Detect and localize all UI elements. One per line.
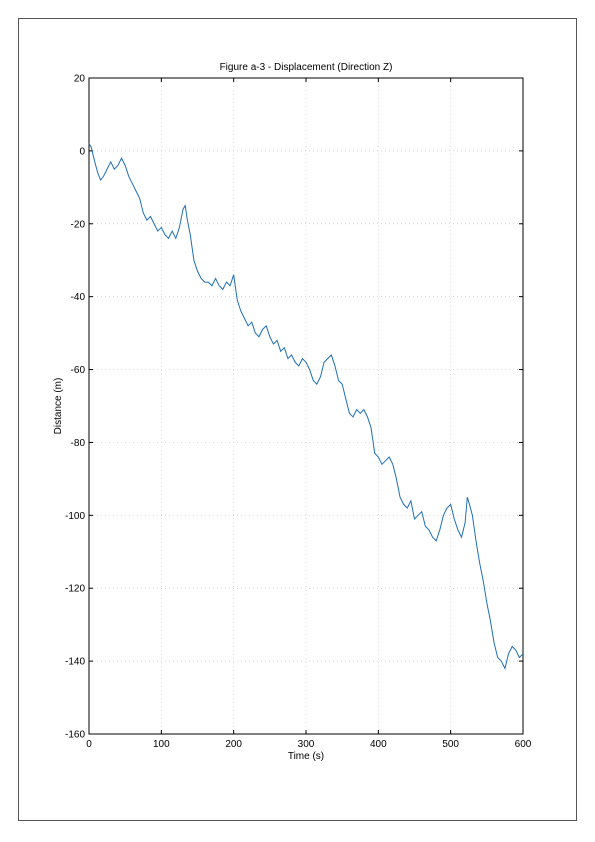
axis-ticks [88,77,524,735]
page-frame [18,18,577,821]
y-tick-label: -80 [71,438,86,449]
x-tick-label: 100 [153,739,170,750]
y-tick-label: -120 [65,584,85,595]
y-tick-labels: 20 0 -20 -40 -60 -80 -100 -120 -140 -160 [65,74,85,741]
grid-lines [89,78,523,734]
y-tick-label: -60 [71,365,86,376]
y-tick-label: -100 [65,511,85,522]
y-axis-label: Distance (m) [53,378,64,435]
series-line-displacement [88,143,524,670]
x-tick-labels: 0 100 200 300 400 500 600 [86,739,532,750]
x-tick-label: 300 [298,739,315,750]
y-tick-label: -20 [71,219,86,230]
y-tick-label: 0 [79,146,85,157]
x-tick-label: 400 [370,739,387,750]
x-tick-label: 0 [86,739,92,750]
x-axis-label: Time (s) [288,751,324,762]
x-tick-label: 500 [442,739,459,750]
x-tick-label: 600 [515,739,532,750]
y-tick-label: -140 [65,657,85,668]
y-tick-label: 20 [74,74,86,85]
y-tick-label: -160 [65,730,85,741]
y-tick-label: -40 [71,292,86,303]
chart-title: Figure a-3 - Displacement (Direction Z) [220,62,393,73]
x-tick-label: 200 [225,739,242,750]
